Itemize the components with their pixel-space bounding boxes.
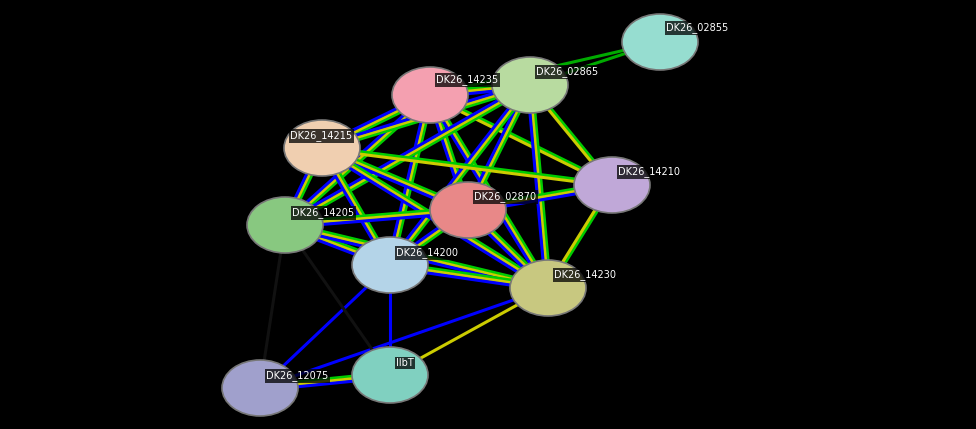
- Ellipse shape: [222, 360, 298, 416]
- Text: DK26_02865: DK26_02865: [536, 66, 598, 78]
- Text: DK26_14200: DK26_14200: [396, 248, 458, 258]
- Ellipse shape: [284, 120, 360, 176]
- Ellipse shape: [492, 57, 568, 113]
- Ellipse shape: [622, 14, 698, 70]
- Text: DK26_14230: DK26_14230: [554, 269, 616, 281]
- Ellipse shape: [574, 157, 650, 213]
- Text: IlbT: IlbT: [396, 358, 414, 368]
- Text: DK26_14205: DK26_14205: [292, 208, 354, 218]
- Ellipse shape: [352, 237, 428, 293]
- Ellipse shape: [352, 347, 428, 403]
- Ellipse shape: [510, 260, 586, 316]
- Text: DK26_14235: DK26_14235: [436, 75, 498, 85]
- Text: DK26_14210: DK26_14210: [618, 166, 680, 178]
- Text: DK26_12075: DK26_12075: [266, 371, 328, 381]
- Ellipse shape: [430, 182, 506, 238]
- Ellipse shape: [247, 197, 323, 253]
- Ellipse shape: [392, 67, 468, 123]
- Text: DK26_02870: DK26_02870: [474, 191, 536, 202]
- Text: DK26_02855: DK26_02855: [666, 23, 728, 33]
- Text: DK26_14215: DK26_14215: [290, 130, 352, 142]
